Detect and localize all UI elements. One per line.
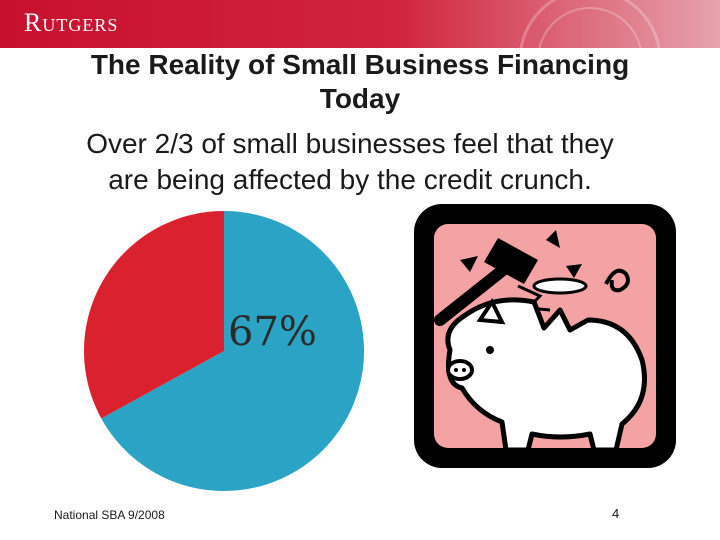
slide-subtitle-line-1: Over 2/3 of small businesses feel that t… <box>86 128 614 159</box>
slide-subtitle: Over 2/3 of small businesses feel that t… <box>20 126 680 198</box>
slide-subtitle-line-2: are being affected by the credit crunch. <box>108 164 592 195</box>
pie-slice-1 <box>101 211 364 491</box>
pie-slice-2 <box>84 211 225 419</box>
rutgers-logo: Rutgers <box>24 8 119 37</box>
header-banner: Rutgers <box>0 0 720 48</box>
page-number: 4 <box>612 506 620 521</box>
slide-title-line-1: The Reality of Small Business Financing <box>90 49 630 80</box>
slide-title: The Reality of Small Business Financing … <box>20 48 700 116</box>
seal-watermark-icon <box>519 0 661 48</box>
slide-title-line-2: Today <box>319 83 401 114</box>
pie-chart: 67% <box>84 211 364 491</box>
pie-slice-1-label: 67% <box>228 309 317 355</box>
source-citation: National SBA 9/2008 <box>54 508 165 522</box>
broken-piggy-bank-hammer-icon <box>414 204 676 468</box>
